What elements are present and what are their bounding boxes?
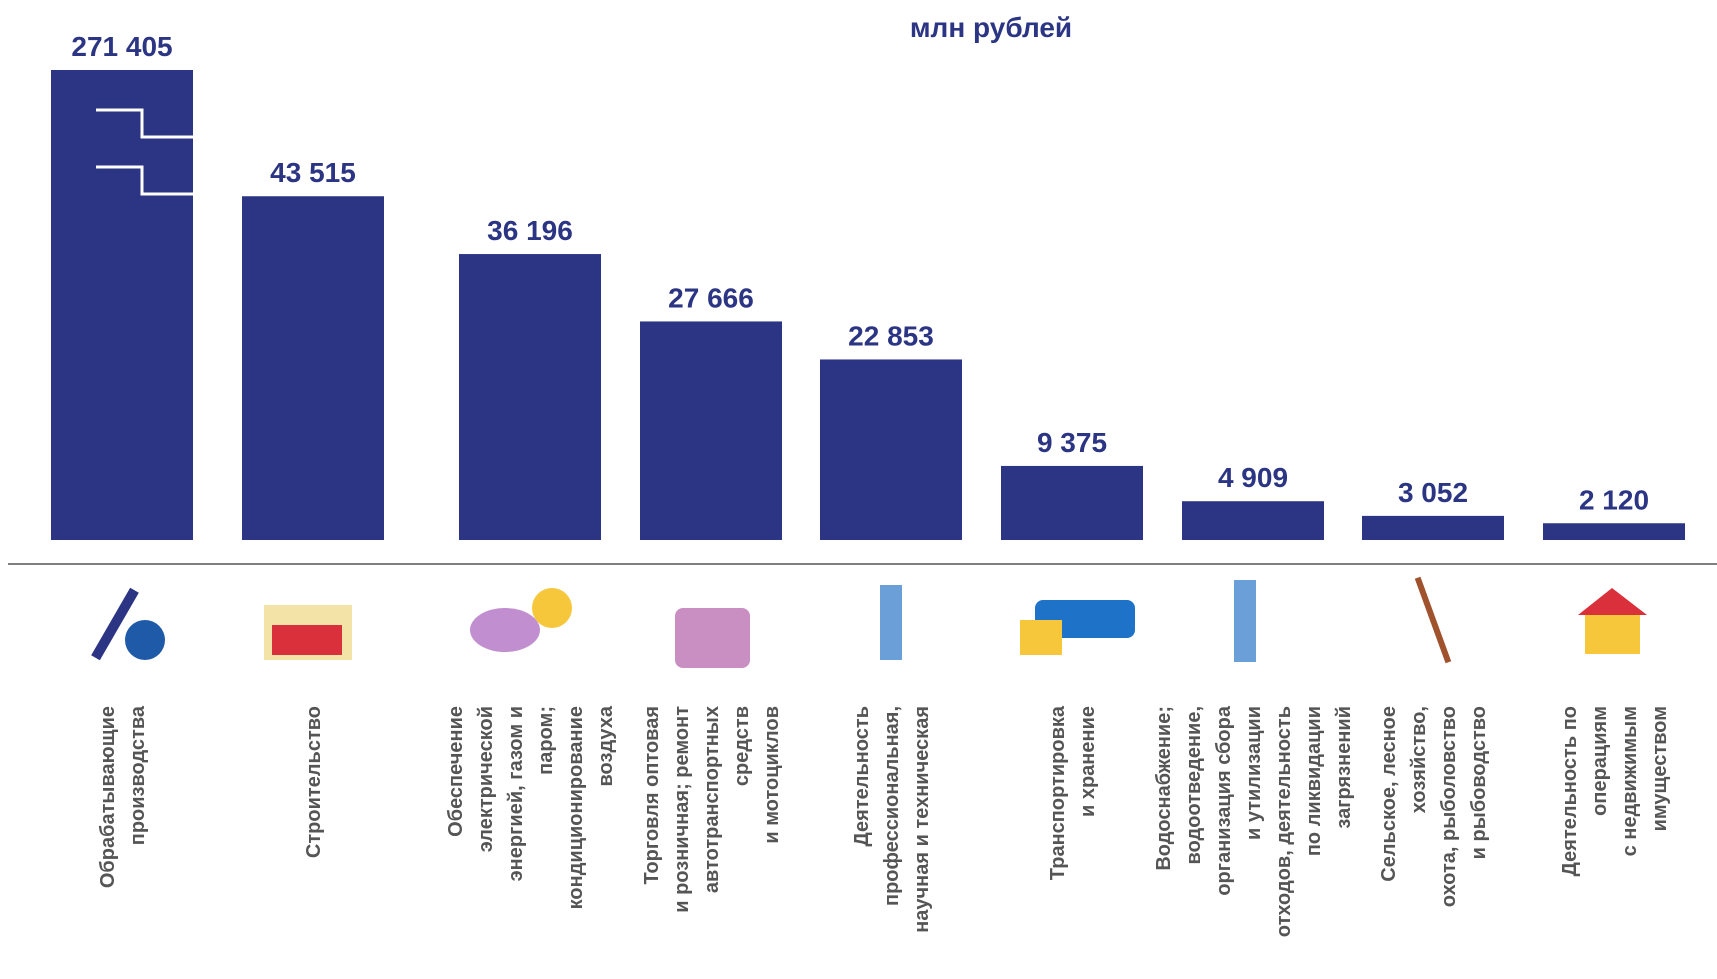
bar <box>1182 501 1324 540</box>
bar <box>820 359 962 540</box>
x-tick-label-line: и утилизации <box>1243 706 1265 840</box>
x-tick-label-line: паром; <box>535 706 557 775</box>
x-tick-label: Обрабатывающие производства <box>97 705 149 888</box>
icon-car <box>675 608 750 668</box>
value-label: 9 375 <box>1037 427 1107 458</box>
bar <box>242 196 384 540</box>
x-tick-label-line: Водоснабжение; <box>1153 706 1175 871</box>
x-tick-label: Сельское, лесное хозяйство, охота, рыболов… <box>1378 706 1490 907</box>
x-tick-label: Строительство <box>303 706 325 858</box>
bar <box>640 321 782 540</box>
x-tick-label-line: средств <box>731 706 753 786</box>
x-tick-label-line: охота, рыболовство <box>1438 706 1460 907</box>
value-label: 3 052 <box>1398 477 1468 508</box>
x-tick-label-line: Торговля оптовая <box>641 706 663 885</box>
icon-house <box>1585 612 1640 654</box>
icon-microscope <box>880 585 902 660</box>
icons <box>91 576 1647 668</box>
x-tick-label-line: Строительство <box>303 706 325 858</box>
bar <box>459 254 601 540</box>
x-tick-label-line: и розничная; ремонт <box>671 706 693 913</box>
x-tick-label-line: производства <box>127 705 149 845</box>
x-tick-label-line: по ликвидации <box>1303 706 1325 856</box>
value-label: 36 196 <box>487 215 573 246</box>
icon-box <box>1020 620 1062 655</box>
value-label: 22 853 <box>848 320 934 351</box>
x-tick-label-line: профессиональная, <box>881 706 903 906</box>
value-label: 2 120 <box>1579 484 1649 515</box>
x-tick-label-line: Деятельность по <box>1559 706 1581 876</box>
value-label: 43 515 <box>270 157 356 188</box>
icon-pipe <box>1234 580 1256 662</box>
x-tick-label-line: воздуха <box>595 705 617 786</box>
x-tick-label-line: Обеспечение <box>445 706 467 837</box>
x-tick-label-line: загрязнений <box>1333 706 1355 829</box>
x-tick-label-line: хозяйство, <box>1408 706 1430 813</box>
x-tick-label-line: Обрабатывающие <box>97 706 119 888</box>
icon-bulb <box>532 588 572 628</box>
chart-title: млн рублей <box>910 12 1072 43</box>
icon-gas <box>470 608 540 652</box>
x-tick-label-line: имуществом <box>1649 706 1671 831</box>
x-tick-label-line: научная и техническая <box>911 706 933 933</box>
x-tick-label-line: и мотоциклов <box>761 706 783 844</box>
x-tick-label: Водоснабжение; водоотведение, организация … <box>1153 705 1355 937</box>
x-tick-label-line: Сельское, лесное <box>1378 706 1400 882</box>
icon-hammer <box>91 587 139 661</box>
x-tick-label-line: организация сбора <box>1213 705 1235 896</box>
value-label: 4 909 <box>1218 462 1288 493</box>
icon-bricks <box>272 625 342 655</box>
x-tick-label-line: Транспортировка <box>1047 705 1069 880</box>
x-tick-label-line: автотранспортных <box>701 706 723 893</box>
bar <box>1001 465 1143 540</box>
x-tick-label: Деятельность профессиональная, научная и т… <box>851 706 933 933</box>
icon-rod <box>1414 576 1452 664</box>
bar <box>51 70 193 540</box>
bar <box>1362 515 1504 540</box>
x-tick-label-line: водоотведение, <box>1183 706 1205 864</box>
x-tick-label: Деятельность по операциям с недвижимым имущ… <box>1559 706 1671 876</box>
x-tick-label-line: энергией, газом и <box>505 706 527 881</box>
x-tick-label-line: и хранение <box>1077 706 1099 817</box>
x-tick-label-line: отходов, деятельность <box>1273 706 1295 937</box>
x-tick-label: Транспортировка и хранение <box>1047 705 1099 880</box>
x-tick-label-line: Деятельность <box>851 706 873 846</box>
x-tick-label-line: электрической <box>475 706 497 852</box>
x-tick-label-line: кондиционирование <box>565 706 587 909</box>
icon-roof <box>1578 588 1647 615</box>
x-tick-label-line: операциям <box>1589 706 1611 816</box>
bar <box>1543 523 1685 540</box>
axis-break <box>96 108 193 139</box>
axis-break <box>96 165 193 196</box>
icon-gear <box>125 620 165 660</box>
x-tick-label-line: с недвижимым <box>1619 706 1641 856</box>
value-label: 271 405 <box>71 31 172 62</box>
x-tick-label: Торговля оптовая и розничная; ремонт автот… <box>641 706 783 913</box>
x-tick-label: Обеспечение электрической энергией, газом … <box>445 705 617 909</box>
x-tick-label-line: и рыбоводство <box>1468 706 1490 859</box>
value-label: 27 666 <box>668 282 754 313</box>
